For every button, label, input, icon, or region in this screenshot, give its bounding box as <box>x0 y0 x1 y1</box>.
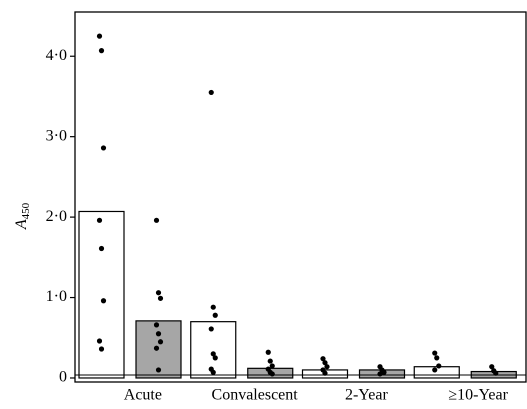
data-point <box>208 89 214 96</box>
data-point <box>155 367 162 373</box>
y-label-main: A <box>13 219 30 230</box>
data-point <box>155 290 162 296</box>
data-point <box>98 245 105 252</box>
data-point <box>153 345 160 351</box>
data-point <box>96 33 103 39</box>
data-point <box>265 349 271 355</box>
bar <box>78 210 125 379</box>
y-tick-label: 3·0 <box>46 127 67 144</box>
y-label-sub: 450 <box>20 202 32 219</box>
data-point <box>322 360 328 366</box>
data-point <box>212 355 218 361</box>
data-point <box>489 364 495 370</box>
data-point <box>96 338 103 344</box>
data-point <box>210 369 216 375</box>
data-point <box>324 364 330 370</box>
data-point <box>153 217 160 223</box>
data-point <box>269 363 275 369</box>
data-point <box>208 326 214 332</box>
data-point <box>98 346 105 352</box>
y-tick-label: 4·0 <box>46 47 67 64</box>
y-tick-label: 2·0 <box>46 208 67 225</box>
data-point <box>322 370 328 376</box>
data-point <box>320 356 326 362</box>
data-point <box>436 363 442 369</box>
data-point <box>157 339 164 345</box>
y-tick-label: 1·0 <box>46 288 67 305</box>
y-tick-label: 0 <box>59 369 67 386</box>
data-point <box>100 298 107 304</box>
data-point <box>210 304 216 310</box>
data-point <box>155 331 162 337</box>
data-point <box>98 48 105 54</box>
data-point <box>212 312 218 318</box>
data-point <box>493 370 499 376</box>
data-point <box>377 371 383 377</box>
data-point <box>267 358 273 364</box>
data-point <box>432 367 438 373</box>
y-axis-label: A450 <box>13 202 32 230</box>
data-point <box>432 350 438 356</box>
data-point <box>434 355 440 361</box>
x-tick-label: 2-Year <box>345 387 388 404</box>
x-tick-label: ≥10-Year <box>448 387 508 404</box>
x-tick-label: Acute <box>124 387 162 404</box>
data-point <box>153 322 160 328</box>
data-point <box>157 295 164 301</box>
data-point <box>100 145 107 151</box>
data-point <box>381 369 387 375</box>
x-tick-label: Convalescent <box>212 387 299 404</box>
data-point <box>96 217 103 223</box>
data-point <box>210 351 216 357</box>
plot-frame <box>74 11 527 383</box>
data-point <box>269 371 275 377</box>
